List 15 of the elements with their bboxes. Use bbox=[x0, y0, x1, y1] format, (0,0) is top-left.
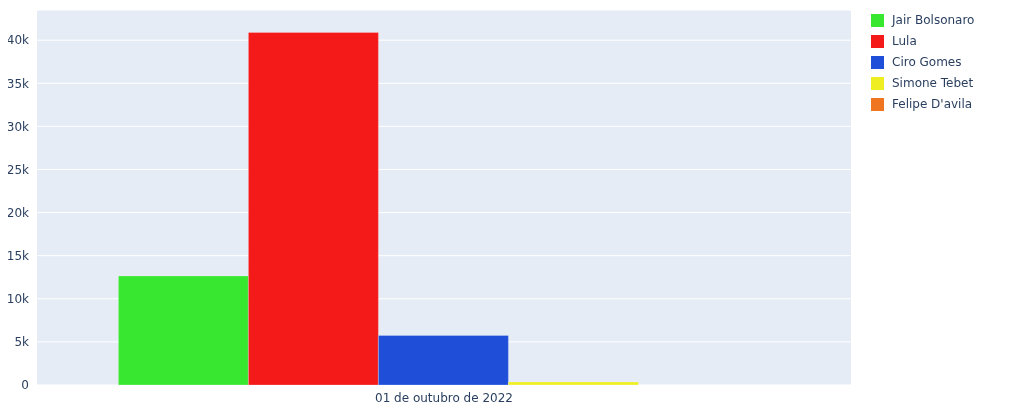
y-tick-label: 10k bbox=[6, 292, 30, 307]
y-tick-label: 40k bbox=[6, 33, 30, 48]
y-tick-label: 5k bbox=[14, 335, 30, 350]
y-tick-label: 30k bbox=[6, 119, 30, 134]
y-tick-label: 20k bbox=[6, 205, 30, 220]
x-tick-label: 01 de outubro de 2022 bbox=[375, 390, 513, 405]
y-tick-label: 0 bbox=[21, 378, 29, 393]
y-tick-label: 35k bbox=[6, 76, 30, 91]
legend-label: Felipe D'avila bbox=[892, 96, 973, 113]
legend-label: Ciro Gomes bbox=[892, 54, 962, 71]
legend-label: Jair Bolsonaro bbox=[892, 12, 975, 29]
legend-label: Lula bbox=[892, 33, 917, 50]
y-tick-label: 15k bbox=[6, 248, 30, 263]
y-tick-label: 25k bbox=[6, 162, 30, 177]
legend-label: Simone Tebet bbox=[892, 75, 974, 92]
